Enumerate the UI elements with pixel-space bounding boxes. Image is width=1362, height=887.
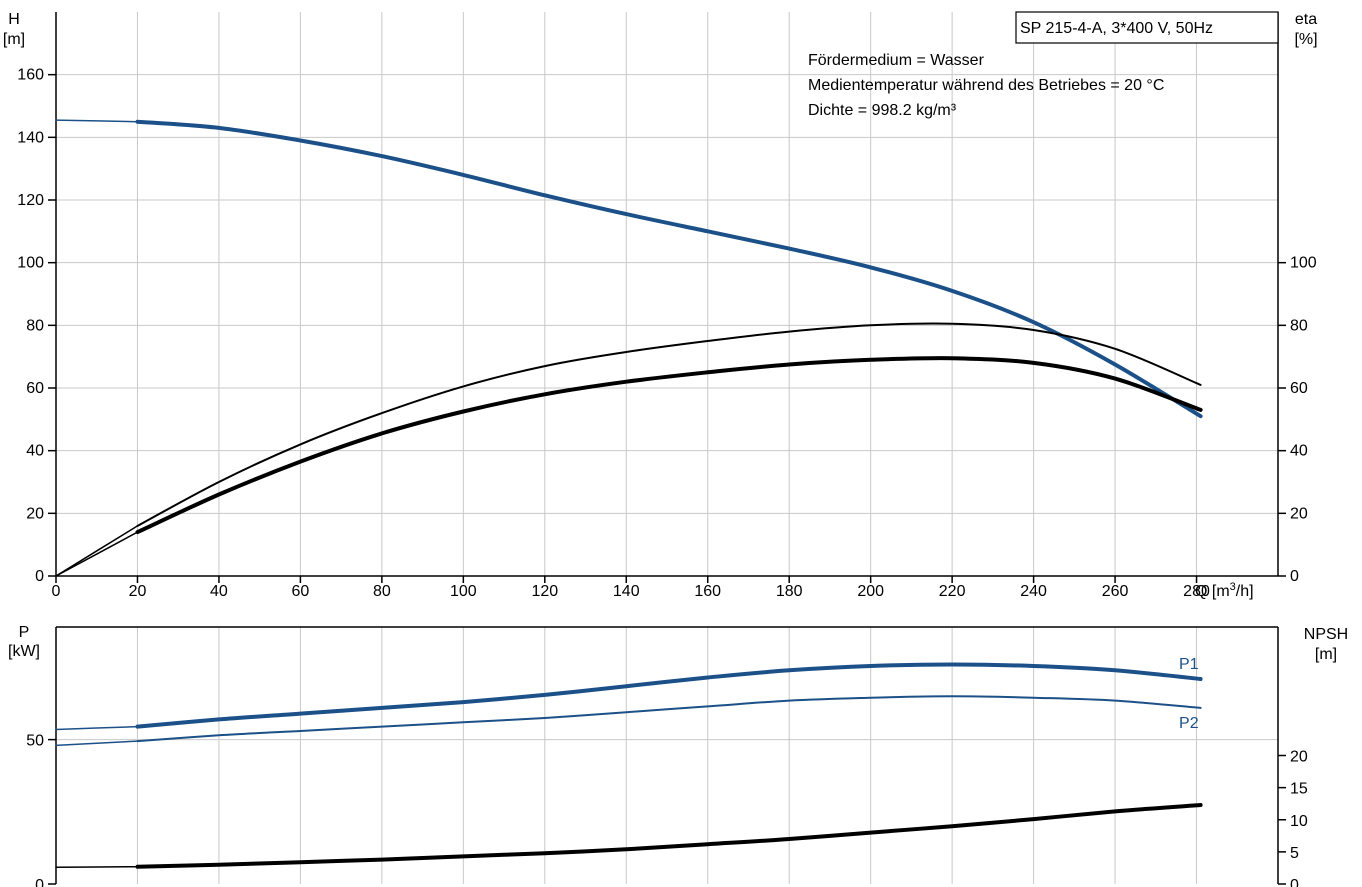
top-y-tick-label: 40 [26,443,44,460]
bottom-y2-axis-unit: [m] [1315,646,1337,663]
top-x-tick-label: 120 [531,583,558,600]
bottom-curve-0 [135,662,1203,729]
bottom-curve-2 [135,803,1203,869]
top-y2-axis-unit: [%] [1294,31,1317,48]
bottom-y-tick-label: 50 [26,733,44,750]
medium-annotation: Medientemperatur während des Betriebes =… [808,77,1164,94]
top-x-tick-label: 60 [292,583,310,600]
bottom-y2-tick-label: 0 [1290,877,1299,887]
top-x-tick-label: 100 [450,583,477,600]
bottom-curve-1 [136,695,1202,743]
top-y2-tick-label: 60 [1290,380,1308,397]
bottom-y-axis-label: P [19,624,30,641]
top-y2-axis-label: eta [1295,11,1317,28]
top-x-tick-label: 140 [613,583,640,600]
top-curve-extension [55,531,139,577]
top-x-tick-label: 0 [52,583,61,600]
bottom-curve-extension [55,865,139,869]
top-x-tick-label: 260 [1102,583,1129,600]
top-x-tick-label: 200 [857,583,884,600]
top-y2-tick-label: 40 [1290,443,1308,460]
bottom-y2-tick-label: 5 [1290,845,1299,862]
bottom-grid [56,627,1279,884]
top-y-axis-label: H [8,11,20,28]
chart-title: SP 215-4-A, 3*400 V, 50Hz [1020,20,1213,37]
bottom-y-tick-label: 0 [35,877,44,887]
top-curve-extension [55,119,139,123]
top-x-tick-label: 280 [1183,583,1210,600]
bottom-y2-tick-label: 20 [1290,749,1308,766]
top-y-tick-label: 100 [17,255,44,272]
bottom-y2-tick-label: 10 [1290,813,1308,830]
top-x-tick-label: 40 [210,583,228,600]
bottom-y2-axis-label: NPSH [1304,626,1348,643]
bottom-y2-tick-label: 15 [1290,781,1308,798]
top-y-tick-label: 0 [35,568,44,585]
top-y-tick-label: 120 [17,192,44,209]
x-label-sup: 3 [1230,581,1236,593]
medium-annotation: Dichte = 998.2 kg/m³ [808,102,957,119]
top-y-tick-label: 60 [26,380,44,397]
top-x-axis-label: Q [m3/h] [1195,581,1254,600]
top-y2-tick-label: 20 [1290,505,1308,522]
series-label-p1: P1 [1179,656,1199,673]
top-grid [56,12,1279,576]
top-curve-2 [135,356,1203,535]
top-curve-0 [135,119,1203,419]
top-x-tick-label: 80 [373,583,391,600]
top-x-tick-label: 220 [939,583,966,600]
top-y-axis-unit: [m] [3,31,25,48]
x-label-base: Q [m [1195,583,1230,600]
top-x-tick-label: 180 [776,583,803,600]
top-x-tick-label: 20 [129,583,147,600]
medium-annotation: Fördermedium = Wasser [808,52,985,69]
top-y2-tick-label: 0 [1290,568,1299,585]
bottom-curve-extension [55,725,139,731]
top-curve-1 [136,322,1202,527]
top-y-tick-label: 160 [17,67,44,84]
top-y2-tick-label: 80 [1290,317,1308,334]
top-curve-extension [55,525,139,577]
top-x-tick-label: 160 [694,583,721,600]
series-label-p2: P2 [1179,715,1199,732]
top-x-tick-label: 240 [1020,583,1047,600]
title-box [1015,11,1279,44]
top-y-tick-label: 80 [26,317,44,334]
bottom-curve-extension [55,740,139,747]
top-y-tick-label: 140 [17,129,44,146]
top-y2-tick-label: 100 [1290,255,1317,272]
bottom-y-axis-unit: [kW] [8,643,40,660]
x-label-tail: /h] [1236,583,1254,600]
top-y-tick-label: 20 [26,505,44,522]
